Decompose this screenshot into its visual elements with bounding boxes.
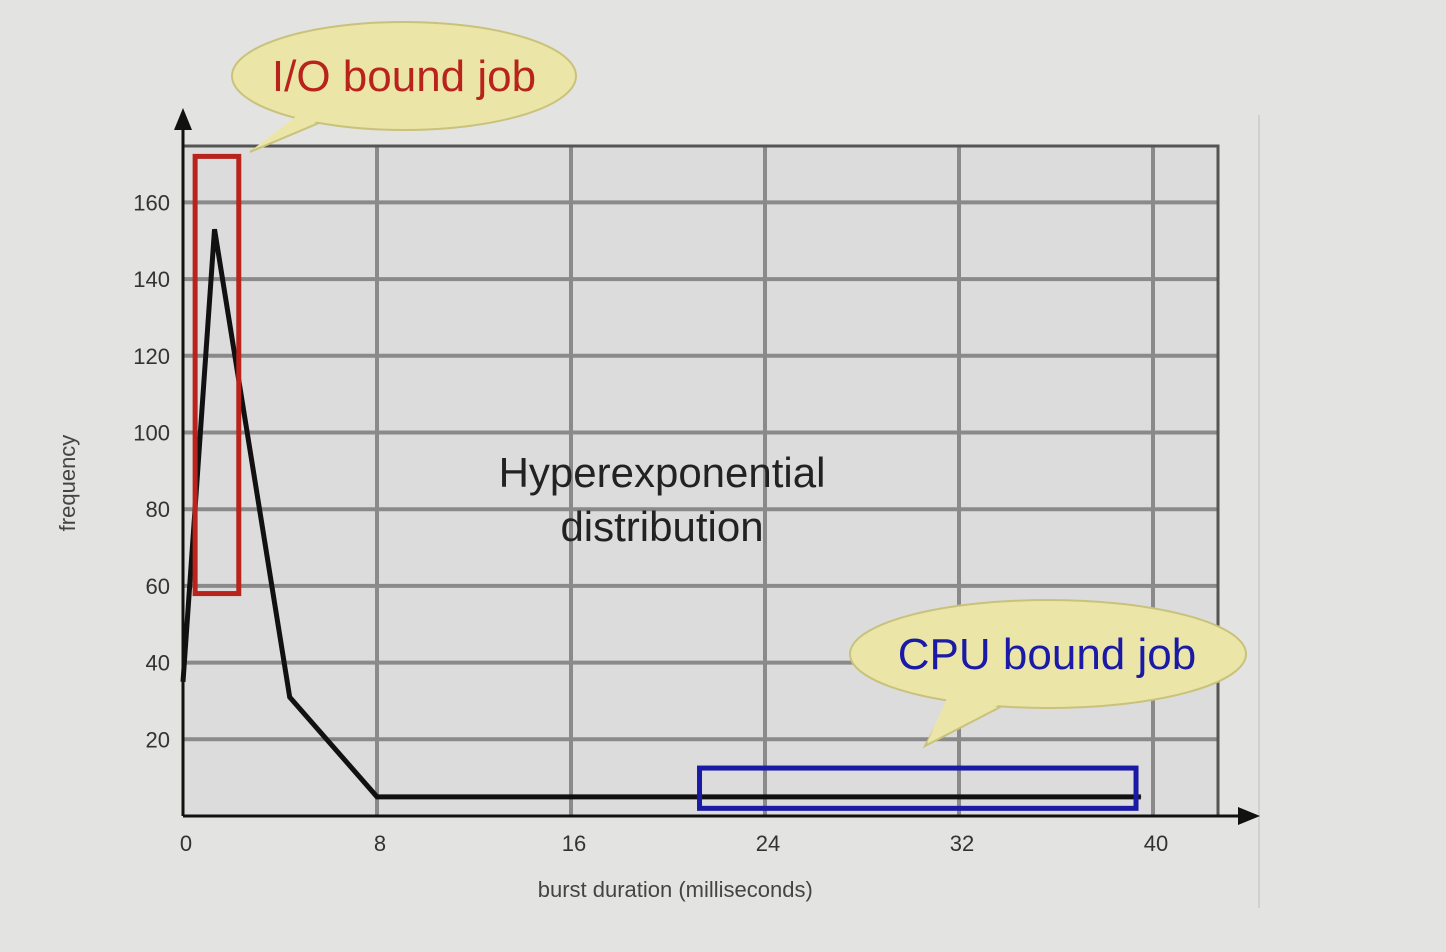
io-callout-bubble [231, 21, 577, 131]
plot-frame [183, 144, 1220, 816]
x-axis-arrow [1238, 807, 1260, 825]
center-label-line-2: distribution [560, 503, 763, 550]
data-point [1140, 796, 1142, 798]
x-tick-label-16: 16 [562, 831, 586, 856]
y-axis-arrow [174, 108, 192, 130]
io-bound-callout: I/O bound job [231, 21, 577, 153]
data-point [182, 681, 184, 683]
io-bound-highlight-box [192, 153, 242, 597]
x-tick-label-24: 24 [756, 831, 780, 856]
y-tick-label-60: 60 [146, 574, 170, 599]
cpu-callout-tail-fill [927, 696, 1012, 743]
cpu-callout-bubble [849, 599, 1247, 709]
x-tick-label-40: 40 [1144, 831, 1168, 856]
x-tick-label-8: 8 [374, 831, 386, 856]
data-point [214, 228, 216, 230]
y-tick-label-80: 80 [146, 497, 170, 522]
x-tick-label-0: 0 [180, 831, 192, 856]
y-tick-label-120: 120 [133, 344, 170, 369]
y-tick-label-140: 140 [133, 267, 170, 292]
y-tick-label-20: 20 [146, 727, 170, 752]
data-point [376, 796, 378, 798]
io-callout-tail-fill [252, 108, 348, 150]
cpu-bound-highlight-box [697, 765, 1139, 811]
y-tick-label-160: 160 [133, 190, 170, 215]
series-line-0 [180, 228, 1141, 800]
y-tick-label-40: 40 [146, 651, 170, 676]
x-tick-label-32: 32 [950, 831, 974, 856]
cpu-callout-label: CPU bound job [898, 630, 1196, 679]
data-point [764, 796, 766, 798]
io-callout-label: I/O bound job [272, 52, 536, 101]
center-label-line-1: Hyperexponential [499, 449, 826, 496]
y-axis-title: frequency [55, 435, 80, 532]
y-tick-label-100: 100 [133, 421, 170, 446]
data-point [958, 796, 960, 798]
data-point [289, 696, 291, 698]
data-point [570, 796, 572, 798]
x-axis-title: burst duration (milliseconds) [538, 877, 813, 902]
cpu-bound-callout: CPU bound job [849, 599, 1247, 749]
